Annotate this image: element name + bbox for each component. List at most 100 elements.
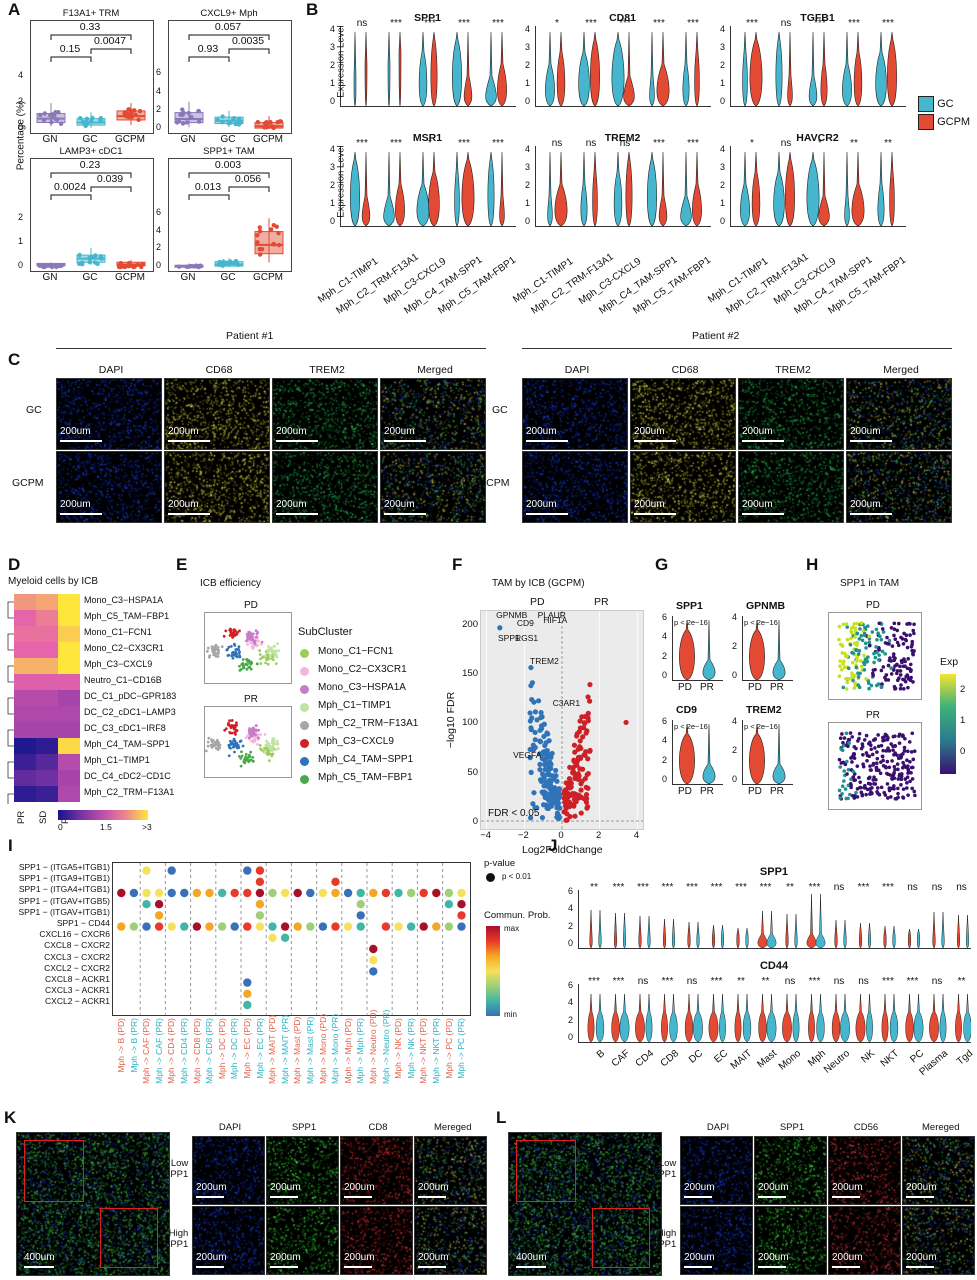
data-point: [80, 260, 85, 265]
data-point: [220, 119, 225, 125]
violin: [782, 993, 792, 1043]
scale-label: 400um: [24, 1252, 55, 1263]
violin: [708, 993, 719, 1043]
dotplot-dot: [406, 888, 416, 898]
feature-point: [856, 739, 860, 743]
violin: [858, 922, 863, 949]
scale-label: 200um: [196, 1252, 227, 1263]
p-value: p < 2e−16: [674, 618, 708, 627]
subplot-axes: [168, 20, 292, 134]
violin: [719, 993, 726, 1043]
violin-svg: [587, 993, 972, 1043]
umap-point: [264, 661, 268, 665]
micro-canvas: [755, 1207, 826, 1274]
y-tick: 3: [720, 162, 726, 172]
violin: [742, 993, 752, 1043]
dotplot-dot: [154, 900, 164, 909]
y-tick: 0: [720, 216, 726, 226]
feature-point: [881, 630, 886, 634]
legend-dot: [300, 667, 309, 676]
umap-point: [214, 652, 218, 655]
significance: ns: [780, 138, 792, 149]
violin: [611, 993, 620, 1043]
umap-point: [239, 764, 243, 768]
feature-point: [899, 783, 903, 787]
x-tick: PD: [678, 786, 692, 797]
violin: [892, 925, 896, 949]
violin: [680, 151, 692, 227]
feature-point: [897, 741, 902, 745]
dotplot-dot: [457, 911, 466, 920]
violin: [766, 993, 777, 1043]
data-point: [128, 263, 133, 268]
volcano-point: [542, 742, 548, 749]
y-tick: 4: [156, 85, 162, 96]
feature-point: [892, 764, 897, 769]
umap-point: [245, 633, 249, 636]
dotplot-dot: [154, 922, 164, 931]
feature-point: [895, 662, 899, 667]
feature-point: [905, 645, 910, 650]
significance: ns: [780, 18, 792, 29]
volcano-point: [539, 814, 546, 821]
dotplot-dot: [243, 866, 252, 875]
umap-point: [240, 750, 243, 754]
feature-point: [906, 767, 911, 772]
umap-point: [247, 736, 251, 740]
violin-axes: [742, 616, 793, 681]
feature-point: [879, 743, 884, 748]
violin: [590, 31, 600, 107]
scale-bar: [516, 1266, 546, 1268]
violin: [855, 993, 866, 1043]
volcano-point: [623, 719, 629, 726]
umap-svg: [204, 719, 280, 768]
channel-label: CD8: [368, 1122, 388, 1133]
feature-point: [841, 622, 846, 627]
feature-point: [891, 654, 896, 659]
panel-j-label: J: [548, 836, 558, 855]
violin: [840, 993, 850, 1043]
dotplot-dot: [369, 956, 378, 965]
y-tick: 2: [732, 745, 738, 755]
violin: [430, 31, 438, 107]
dotplot-row-label: CXCL2 − CXCR2: [44, 962, 110, 973]
volcano-point: [537, 751, 543, 757]
dotplot-col-label: Mph -> MAIT (PR): [279, 1014, 290, 1084]
violin: [808, 993, 815, 1043]
x-tick: 4: [633, 830, 639, 841]
significance: ns: [907, 882, 918, 893]
volcano-point: [556, 787, 562, 793]
x-tick: −4: [480, 830, 492, 841]
significance: *: [428, 138, 432, 149]
umap-point: [211, 745, 214, 748]
feature-point: [839, 747, 844, 751]
feature-point: [845, 759, 849, 764]
y-tick: 3: [525, 42, 531, 52]
heatmap-cell: [36, 594, 58, 610]
feature-point: [901, 760, 905, 765]
scale-label: 200um: [168, 426, 199, 437]
dendro-branch: [7, 633, 16, 651]
scale-bar: [832, 1266, 860, 1268]
dendro-branch: [7, 761, 16, 779]
feature-point: [868, 764, 872, 768]
umap-point: [229, 633, 233, 637]
row-label: GCPM: [478, 477, 510, 489]
umap-point: [250, 637, 254, 641]
feature-point: [900, 660, 904, 665]
micro-canvas: [631, 452, 735, 522]
data-point: [87, 259, 93, 265]
scale-label: 200um: [634, 499, 665, 510]
feature-point: [908, 779, 912, 784]
violin: [749, 31, 763, 107]
umap-point: [256, 742, 259, 746]
feature-point: [874, 777, 878, 782]
x-tick: GC: [82, 272, 98, 283]
violin: [932, 911, 936, 949]
volcano-point: [532, 729, 538, 736]
volcano-point: [581, 752, 587, 758]
feature-point: [879, 685, 884, 689]
heatmap-cell: [58, 770, 80, 786]
gene-title: TREM2: [604, 132, 641, 144]
violin-axes: [742, 720, 793, 785]
